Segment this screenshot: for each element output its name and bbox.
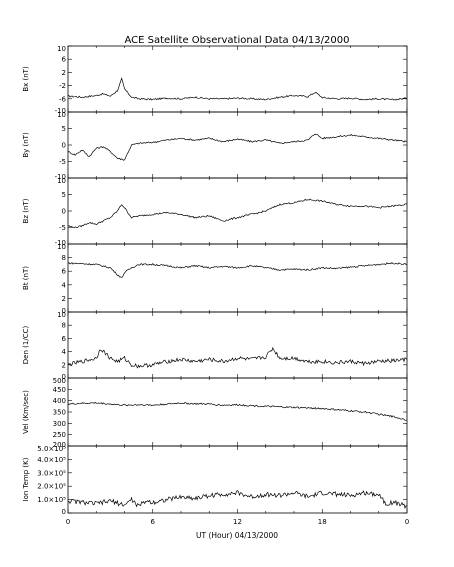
xtick-label: 0 [66,518,70,526]
ylabel-bz: Bz (nT) [22,198,30,223]
ytick-label-vel: 500 [53,377,66,385]
ytick-label-bz: 0 [62,208,66,216]
ytick-label-bx: -6 [59,95,67,103]
ytick-label-temp: 0 [62,508,66,516]
panel-frame-temp [67,445,408,514]
ytick-label-bx: 2 [62,69,66,77]
ytick-label-temp: 1.0×10⁵ [37,496,66,504]
ylabel-vel: Vel (Km/sec) [22,390,30,434]
series-line-den [67,346,408,369]
ytick-label-bt: 8 [62,254,66,262]
ytick-label-bt: 6 [62,268,67,276]
ytick-label-by: 0 [62,142,66,150]
ytick-label-bt: 2 [62,295,66,303]
ytick-label-bx: -10 [55,107,66,115]
panel-by: 10 5 0 -5 -10 By (nT) [22,111,408,181]
ytick-label-vel: 200 [53,441,66,449]
ytick-label-den: 4 [62,348,67,356]
panel-frame-by [67,111,408,179]
ytick-label-temp: 4.0×10⁵ [37,456,66,464]
series-line-bz [67,198,408,229]
ylabel-temp: Ion Temp (K) [22,457,30,501]
ytick-label-bx: -2 [59,82,66,90]
ytick-label-by: 10 [57,111,66,119]
panel-frame-bx [67,45,408,113]
ylabel-den: Den (1/CC) [22,326,30,365]
series-line-bt [67,261,408,278]
panel-temp: 5.0×10⁵ 4.0×10⁵ 3.0×10⁵ 2.0×10⁵ 1.0×10⁵ 0 Ion … [22,445,408,516]
xtick-label: 6 [151,518,156,526]
ytick-label-bz: 5 [62,191,66,199]
ytick-label-by: -10 [55,173,66,181]
ytick-label-vel: 450 [53,386,66,394]
panels: 10 6 2 -2 -6 -10 Bx (nT) 10 5 0 -5 -10 By (nT) 10 5 0 -5… [22,45,408,516]
panel-frame-bt [67,243,408,313]
ytick-label-den: 0 [62,373,66,381]
ytick-label-den: 8 [62,322,66,330]
ytick-label-temp: 5.0×10⁵ [37,445,66,453]
ytick-label-bz: -5 [59,224,66,232]
ytick-label-vel: 250 [53,431,66,439]
chart-title: ACE Satellite Observational Data 04/13/2… [125,35,350,46]
panel-bt: 10 8 6 4 2 0 Bt (nT) [22,243,408,315]
ytick-label-vel: 300 [53,420,66,428]
ytick-label-den: 2 [62,361,66,369]
ytick-label-bz: -10 [55,239,66,247]
panel-frame-den [67,311,408,379]
ytick-label-vel: 350 [53,409,66,417]
ytick-label-bx: 6 [62,56,67,64]
ytick-label-temp: 3.0×10⁵ [37,469,66,477]
ytick-label-bt: 4 [62,281,67,289]
ylabel-bx: Bx (nT) [22,66,30,92]
series-line-bx [67,77,408,101]
ytick-label-by: 5 [62,125,66,133]
xtick-label: 18 [318,518,327,526]
series-line-temp [67,490,408,510]
ytick-label-bt: 0 [62,307,66,315]
series-line-vel [67,401,408,421]
panel-bz: 10 5 0 -5 -10 Bz (nT) [22,177,408,247]
ytick-label-vel: 400 [53,397,66,405]
series-line-by [67,133,408,161]
xtick-label: 12 [233,518,242,526]
panel-frame-bz [67,177,408,245]
ytick-label-bx: 10 [57,45,66,53]
ytick-label-den: 6 [62,335,67,343]
xtick-label: 0 [405,518,409,526]
ylabel-bt: Bt (nT) [22,266,30,290]
x-axis-label: UT (Hour) 04/13/2000 [196,531,278,540]
panel-den: 10 8 6 4 2 0 Den (1/CC) [22,311,408,381]
ytick-label-bz: 10 [57,177,66,185]
panel-bx: 10 6 2 -2 -6 -10 Bx (nT) [22,45,408,115]
ytick-label-by: -5 [59,158,66,166]
panel-frame-vel [67,377,408,447]
ylabel-by: By (nT) [22,132,30,158]
ytick-label-bt: 10 [57,243,66,251]
ytick-label-temp: 2.0×10⁵ [37,483,66,491]
ytick-label-den: 10 [57,311,66,319]
x-axis: 0 6 12 18 0 [66,518,409,526]
